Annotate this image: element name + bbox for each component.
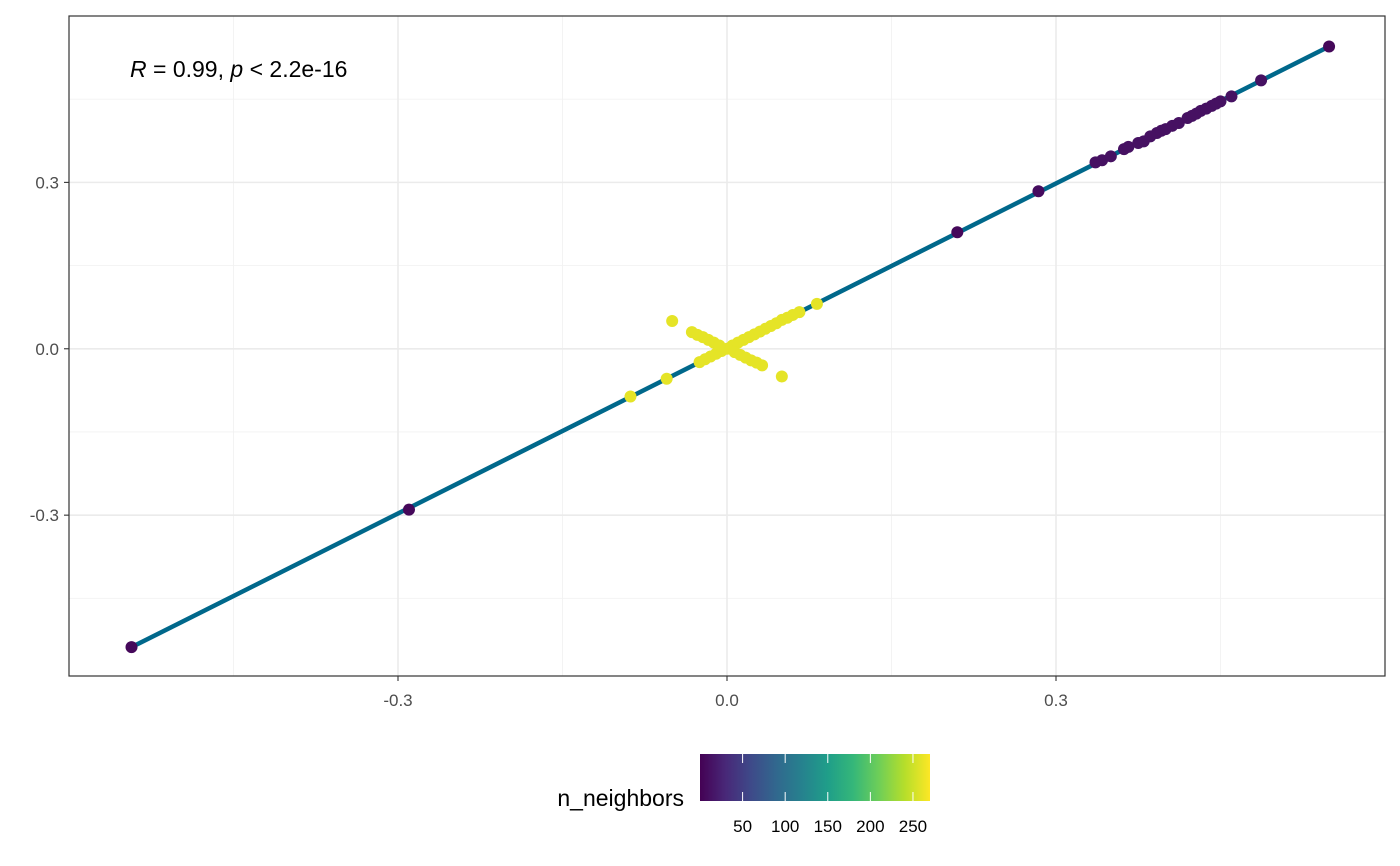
- legend-tick-label: 50: [733, 817, 752, 836]
- data-point: [402, 503, 415, 516]
- legend-tick-label: 200: [856, 817, 884, 836]
- color-legend: n_neighbors 50 100 150 200 250: [557, 754, 930, 836]
- y-axis: -0.3 0.0 0.3: [30, 173, 69, 525]
- data-point: [951, 226, 964, 239]
- y-tick-label: -0.3: [30, 506, 59, 525]
- legend-tick-label: 150: [814, 817, 842, 836]
- data-point: [1172, 117, 1185, 130]
- data-point: [1323, 40, 1336, 53]
- colorbar: [700, 754, 930, 801]
- points-layer: [125, 40, 1336, 654]
- data-point: [1225, 90, 1238, 103]
- y-tick-label: 0.0: [35, 340, 59, 359]
- data-point: [660, 372, 673, 385]
- data-point: [1255, 74, 1268, 87]
- x-axis: -0.3 0.0 0.3: [383, 676, 1068, 710]
- data-point: [713, 339, 726, 352]
- p-symbol: p: [229, 56, 243, 82]
- y-tick-label: 0.3: [35, 173, 59, 192]
- x-tick-label: -0.3: [383, 691, 412, 710]
- data-point: [1032, 185, 1045, 198]
- data-point: [756, 359, 769, 372]
- data-point: [775, 370, 788, 383]
- data-point: [1122, 140, 1135, 153]
- r-value: = 0.99,: [147, 56, 231, 82]
- data-point: [666, 315, 679, 328]
- x-tick-label: 0.3: [1044, 691, 1068, 710]
- legend-tick-label: 250: [899, 817, 927, 836]
- data-point: [624, 390, 637, 403]
- data-point: [1104, 150, 1117, 163]
- legend-ticks: 50 100 150 200 250: [733, 754, 927, 836]
- legend-title: n_neighbors: [557, 785, 684, 811]
- x-tick-label: 0.0: [715, 691, 739, 710]
- data-point: [1214, 95, 1227, 108]
- data-point: [693, 356, 706, 369]
- p-value: < 2.2e-16: [243, 56, 347, 82]
- r-symbol: R: [130, 56, 147, 82]
- legend-tick-label: 100: [771, 817, 799, 836]
- correlation-annotation: R = 0.99, p < 2.2e-16: [130, 56, 347, 82]
- data-point: [810, 297, 823, 310]
- data-point: [125, 641, 138, 654]
